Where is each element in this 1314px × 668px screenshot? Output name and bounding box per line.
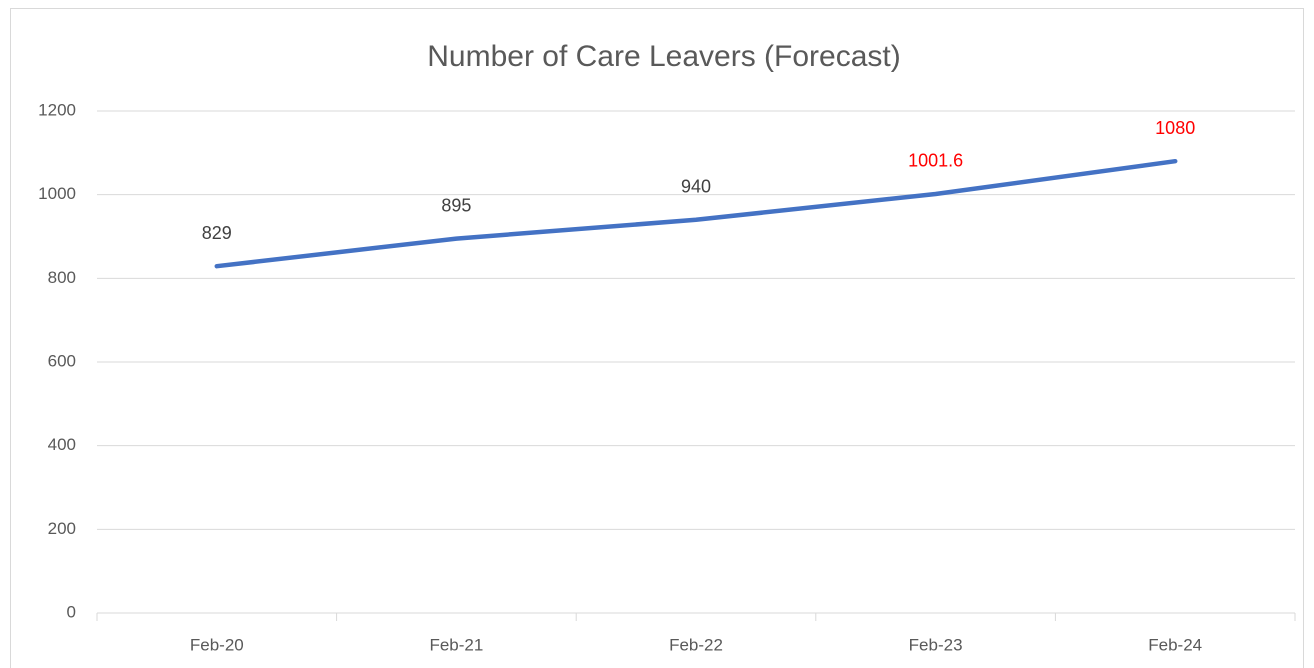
y-tick-label: 1000 bbox=[38, 184, 76, 203]
y-tick-label: 0 bbox=[67, 602, 76, 621]
data-label: 1080 bbox=[1155, 118, 1195, 138]
data-label: 829 bbox=[202, 223, 232, 243]
chart-border bbox=[10, 8, 1304, 668]
y-tick-label: 400 bbox=[48, 435, 76, 454]
x-tick-label: Feb-20 bbox=[190, 635, 244, 654]
y-tick-label: 1200 bbox=[38, 100, 76, 119]
data-label: 1001.6 bbox=[908, 151, 963, 171]
data-label: 940 bbox=[681, 177, 711, 197]
x-tick-label: Feb-24 bbox=[1148, 635, 1202, 654]
line bbox=[214, 158, 1178, 269]
x-tick-label: Feb-23 bbox=[909, 635, 963, 654]
y-tick-label: 800 bbox=[48, 268, 76, 287]
y-tick-label: 200 bbox=[48, 519, 76, 538]
y-tick-label: 600 bbox=[48, 351, 76, 370]
data-label: 895 bbox=[441, 195, 471, 215]
x-tick-label: Feb-22 bbox=[669, 635, 723, 654]
chart-title: Number of Care Leavers (Forecast) bbox=[427, 40, 901, 73]
x-tick-label: Feb-21 bbox=[429, 635, 483, 654]
